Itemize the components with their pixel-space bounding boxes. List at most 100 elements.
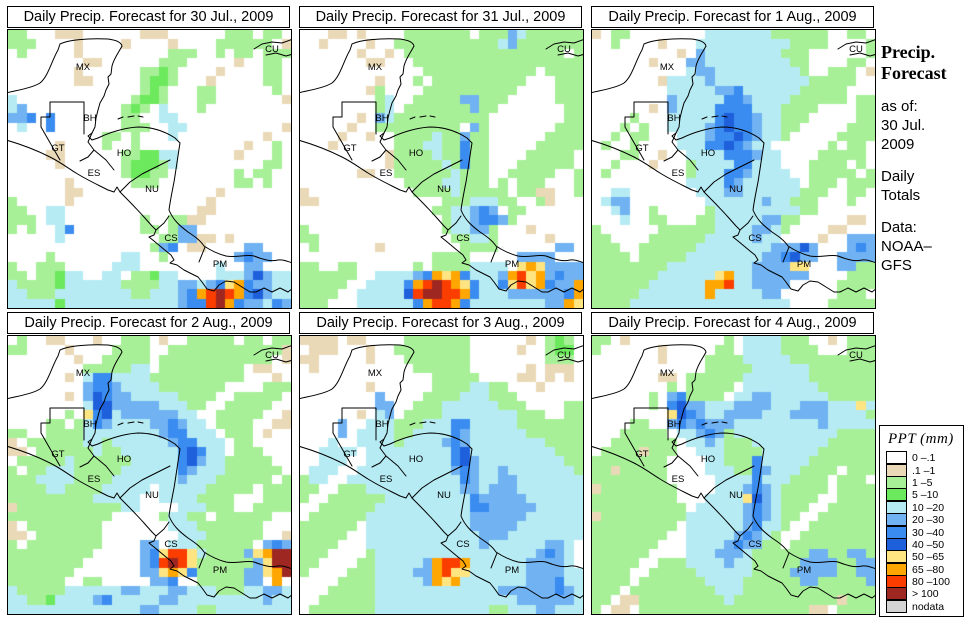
- map-label-nu: NU: [437, 184, 451, 195]
- legend-label: nodata: [912, 600, 945, 613]
- country-borders: [332, 407, 498, 569]
- legend-entry: 5 –10: [886, 488, 963, 502]
- bay-islands: [701, 421, 728, 426]
- precip-map: MX CU BH GT HO ES NU CS PM: [7, 29, 292, 309]
- map-label-mx: MX: [660, 368, 675, 379]
- coastline-overlay: MX CU BH GT HO ES NU CS PM: [592, 344, 875, 599]
- legend-entry: .1 –1: [886, 463, 963, 477]
- legend-entry: 80 –100: [886, 575, 963, 589]
- north-coastline: [8, 38, 291, 264]
- map-label-gt: GT: [635, 449, 648, 460]
- map-label-nu: NU: [145, 490, 159, 501]
- legend-entry: > 100: [886, 587, 963, 601]
- map-label-cs: CS: [456, 539, 469, 550]
- map-label-cs: CS: [164, 233, 177, 244]
- legend-entry: 40 –50: [886, 537, 963, 551]
- precip-map: MX CU BH GT HO ES NU CS PM: [299, 29, 584, 309]
- north-coastline: [8, 344, 291, 570]
- north-coastline: [300, 344, 583, 570]
- legend-entry: 10 –20: [886, 500, 963, 514]
- map-label-gt: GT: [343, 143, 356, 154]
- bay-islands: [409, 115, 436, 120]
- map-label-ho: HO: [117, 454, 131, 465]
- map-label-es: ES: [672, 168, 685, 179]
- forecast-panel-5: Daily Precip. Forecast for 3 Aug., 2009 …: [299, 312, 584, 615]
- legend-swatch: [886, 463, 907, 477]
- legend-swatch: [886, 500, 907, 514]
- map-label-cs: CS: [748, 233, 761, 244]
- legend-label: 20 –30: [912, 514, 945, 527]
- legend-label: > 100: [912, 588, 939, 601]
- precip-map: MX CU BH GT HO ES NU CS PM: [591, 29, 876, 309]
- map-label-gt: GT: [635, 143, 648, 154]
- precip-map: MX CU BH GT HO ES NU CS PM: [7, 335, 292, 615]
- bay-islands: [117, 115, 144, 120]
- pacific-coastline: [300, 446, 583, 599]
- legend-swatch: [886, 562, 907, 576]
- map-label-mx: MX: [368, 368, 383, 379]
- map-label-nu: NU: [729, 184, 743, 195]
- map-label-nu: NU: [729, 490, 743, 501]
- legend-swatch: [886, 550, 907, 564]
- legend-entry: 20 –30: [886, 513, 963, 527]
- precip-grid-canvas: [8, 30, 291, 308]
- pacific-coastline: [592, 446, 875, 599]
- map-label-cu: CU: [849, 350, 863, 361]
- north-coastline: [592, 344, 875, 570]
- legend-swatch: [886, 599, 907, 613]
- country-borders: [40, 407, 206, 569]
- legend-title: PPT (mm): [888, 431, 954, 447]
- figure-title-line1: Precip.: [881, 42, 936, 62]
- map-label-gt: GT: [343, 449, 356, 460]
- map-label-ho: HO: [409, 148, 423, 159]
- forecast-panel-6: Daily Precip. Forecast for 4 Aug., 2009 …: [591, 312, 876, 615]
- data-source-line2: GFS: [881, 257, 912, 274]
- legend-label: 65 –80: [912, 563, 945, 576]
- cuba-coastline: [837, 345, 875, 363]
- precip-grid-canvas: [300, 336, 583, 614]
- map-label-bh: BH: [83, 113, 96, 124]
- map-label-ho: HO: [409, 454, 423, 465]
- legend-entry: 1 –5: [886, 475, 963, 489]
- map-label-bh: BH: [667, 113, 680, 124]
- legend-swatch: [886, 488, 907, 502]
- bay-islands: [409, 421, 436, 426]
- legend-entry: nodata: [886, 599, 963, 613]
- country-borders: [624, 407, 790, 569]
- map-label-cu: CU: [557, 44, 571, 55]
- country-borders: [332, 101, 498, 263]
- data-source-label: Data:: [881, 219, 917, 236]
- legend-label: 80 –100: [912, 576, 950, 589]
- legend-entries: 0 –.1.1 –1 1 –5 5 –10 10 –20 20 –30 30 –40 40 …: [886, 451, 963, 613]
- precip-grid-canvas: [8, 336, 291, 614]
- cuba-coastline: [253, 39, 291, 57]
- precip-map: MX CU BH GT HO ES NU CS PM: [299, 335, 584, 615]
- map-label-bh: BH: [83, 419, 96, 430]
- map-label-ho: HO: [701, 148, 715, 159]
- legend-label: 0 –.1: [912, 452, 936, 465]
- legend-swatch: [886, 575, 907, 589]
- coastline-overlay: MX CU BH GT HO ES NU CS PM: [8, 344, 291, 599]
- map-label-pm: PM: [797, 565, 811, 576]
- coastline-overlay: MX CU BH GT HO ES NU CS PM: [300, 344, 583, 599]
- legend-swatch: [886, 537, 907, 551]
- map-label-mx: MX: [660, 62, 675, 73]
- data-source-line1: NOAA–: [881, 238, 932, 255]
- map-label-gt: GT: [51, 143, 64, 154]
- legend-swatch: [886, 513, 907, 527]
- legend-entry: 65 –80: [886, 562, 963, 576]
- legend-label: .1 –1: [912, 464, 936, 477]
- forecast-panel-1: Daily Precip. Forecast for 30 Jul., 2009…: [7, 6, 292, 309]
- map-label-cs: CS: [456, 233, 469, 244]
- coastline-overlay: MX CU BH GT HO ES NU CS PM: [300, 38, 583, 293]
- cuba-coastline: [545, 39, 583, 57]
- precip-map: MX CU BH GT HO ES NU CS PM: [591, 335, 876, 615]
- panel-title: Daily Precip. Forecast for 31 Jul., 2009: [299, 6, 582, 28]
- map-label-bh: BH: [375, 113, 388, 124]
- map-label-cs: CS: [164, 539, 177, 550]
- north-coastline: [300, 38, 583, 264]
- map-label-cs: CS: [748, 539, 761, 550]
- map-label-pm: PM: [213, 565, 227, 576]
- bay-islands: [117, 421, 144, 426]
- map-label-es: ES: [672, 474, 685, 485]
